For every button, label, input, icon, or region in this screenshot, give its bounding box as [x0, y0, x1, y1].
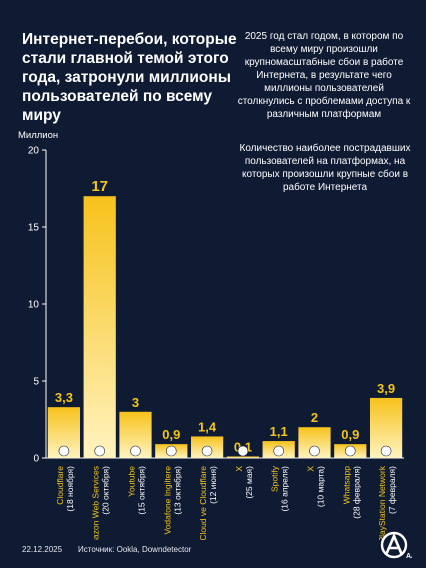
- bar-chart: 0 5 10 15 20 3,3 Cloudflare(18 ноября) 17 Amazon…: [28, 146, 404, 540]
- x-tick-name: Cloudflare: [55, 466, 65, 505]
- data-label: 2: [311, 410, 318, 425]
- chart-title: Интернет-перебои, которые стали главной …: [22, 31, 237, 124]
- x-tick-date: (10 марта): [316, 466, 326, 507]
- x-tick-date: (20 октября): [101, 466, 111, 515]
- intro-text: 2025 год стал годом, в котором по всему …: [237, 31, 411, 120]
- x-tick-name: X: [306, 466, 316, 472]
- data-label: 0,9: [341, 427, 359, 442]
- data-label: 3,3: [55, 390, 73, 405]
- spotify-icon: [273, 445, 285, 457]
- x-tick-label: Whatsapp(28 февраля): [341, 466, 361, 519]
- y-tick-label: 5: [33, 377, 39, 388]
- x-tick-label: PlayStation Network(7 февраля): [377, 465, 397, 540]
- google-icon: [201, 445, 213, 457]
- x-tick-label: Youtube(15 октября): [127, 466, 147, 515]
- aa-logo: AA: [380, 531, 412, 560]
- playstation-icon: [380, 445, 392, 457]
- data-label: 1,1: [270, 424, 288, 439]
- x-tick-label: Amazon Web Services(20 октября): [91, 466, 111, 540]
- footer-date: 22.12.2025: [22, 545, 63, 554]
- x-tick-date: (28 февраля): [351, 466, 361, 519]
- x-tick-name: Google Cloud ve Cloudflare: [198, 466, 208, 540]
- x-tick-date: (7 февраля): [387, 466, 397, 514]
- x-tick-label: X(25 мая): [234, 466, 254, 499]
- logo-text: AA: [406, 553, 412, 560]
- x-tick-date: (16 апреля): [280, 466, 290, 512]
- x-tick-label: Vodafone Ingiltere(13 октября): [162, 466, 182, 535]
- data-label: 0,9: [162, 427, 180, 442]
- x-tick-date: (15 октября): [137, 466, 147, 515]
- x-tick-label: X(10 марта): [306, 466, 326, 507]
- x-tick-name: Amazon Web Services: [91, 466, 101, 540]
- y-tick-label: 20: [28, 146, 40, 157]
- data-label: 3: [132, 395, 139, 410]
- x-tick-name: Spotify: [270, 465, 280, 492]
- bar: [226, 456, 260, 458]
- x-icon: [237, 445, 249, 457]
- vodafone-icon: [166, 445, 177, 457]
- data-label: 1,4: [198, 419, 217, 434]
- y-tick-label: 10: [28, 300, 40, 311]
- y-tick-label: 15: [28, 223, 40, 234]
- cloudflare-icon: [58, 445, 70, 457]
- x-tick-date: (25 мая): [244, 466, 254, 499]
- x-tick-name: Youtube: [127, 466, 137, 497]
- x-tick-name: X: [234, 466, 244, 472]
- x-tick-name: Whatsapp: [341, 466, 351, 505]
- bar: [83, 196, 116, 458]
- x-tick-name: Vodafone Ingiltere: [162, 466, 172, 535]
- x-tick-date: (12 июня): [208, 466, 218, 504]
- chart-note: Количество наиболее пострадавших пользов…: [239, 143, 411, 193]
- x-tick-date: (18 ноября): [65, 466, 75, 512]
- x-icon: [309, 445, 320, 457]
- y-axis-label: Миллион: [18, 130, 59, 141]
- whatsapp-icon: [344, 445, 356, 457]
- aws-icon: [94, 445, 105, 457]
- x-tick-label: Spotify(16 апреля): [270, 465, 290, 511]
- y-tick-label: 0: [33, 454, 39, 465]
- youtube-icon: [130, 445, 141, 457]
- footer-source: Источник: Ookla, Downdetector: [78, 545, 192, 554]
- x-tick-name: PlayStation Network: [377, 465, 387, 540]
- x-tick-label: Google Cloud ve Cloudflare(12 июня): [198, 466, 218, 540]
- x-tick-label: Cloudflare(18 ноября): [55, 466, 75, 512]
- x-tick-date: (13 октября): [172, 466, 182, 515]
- data-label: 17: [91, 178, 108, 195]
- data-label: 3,9: [377, 381, 395, 396]
